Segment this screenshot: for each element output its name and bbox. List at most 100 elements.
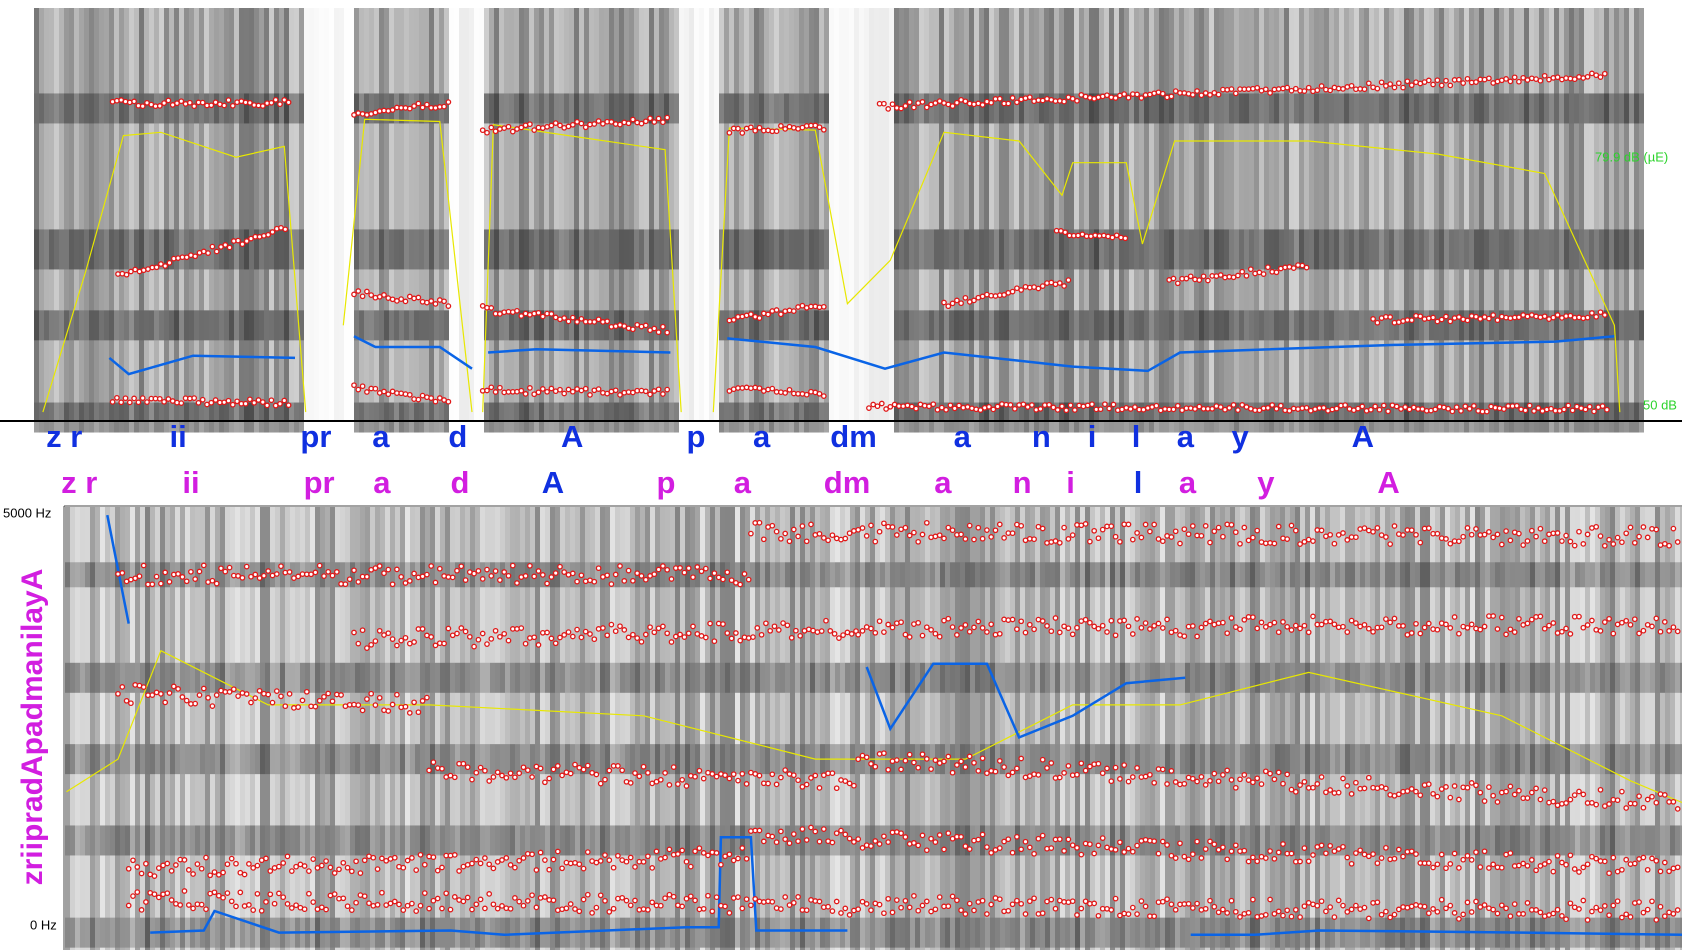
- spectrogram-column: [1390, 507, 1395, 950]
- formant-band: [1305, 917, 1310, 948]
- formant-dot: [803, 538, 810, 545]
- formant-band: [1650, 562, 1655, 588]
- formant-band: [1050, 917, 1055, 948]
- formant-dot: [949, 300, 956, 307]
- spectrogram-column: [1559, 8, 1564, 421]
- formant-band: [740, 744, 745, 775]
- formant-band: [1440, 744, 1445, 775]
- formant-band: [749, 402, 754, 433]
- formant-dot: [359, 627, 366, 634]
- formant-dot: [132, 575, 139, 582]
- formant-dot: [428, 298, 435, 304]
- formant-band: [1479, 310, 1484, 341]
- formant-band: [1270, 562, 1275, 588]
- formant-dot: [966, 628, 973, 635]
- formant-band: [1180, 562, 1185, 588]
- formant-band: [515, 662, 520, 693]
- spectrogram-column: [830, 507, 835, 950]
- formant-dot: [578, 120, 585, 127]
- formant-dot: [372, 385, 379, 392]
- formant-band: [124, 402, 129, 433]
- formant-band: [965, 662, 970, 693]
- formant-band: [1499, 310, 1504, 341]
- formant-band: [625, 562, 630, 588]
- formant-band: [580, 825, 585, 856]
- spectrogram-column: [90, 507, 95, 950]
- bottom-spectrogram: [65, 507, 1682, 950]
- spectrogram-column: [65, 507, 70, 950]
- formant-dot: [1580, 541, 1587, 547]
- formant-band: [485, 825, 490, 856]
- formant-band: [1355, 744, 1360, 775]
- formant-band: [1250, 917, 1255, 948]
- formant-band: [769, 229, 774, 270]
- formant-band: [779, 402, 784, 433]
- formant-band: [395, 825, 400, 856]
- formant-dot: [936, 532, 943, 539]
- formant-dot: [1537, 525, 1544, 532]
- formant-dot: [552, 570, 559, 576]
- formant-band: [1515, 825, 1520, 856]
- formant-band: [1045, 825, 1050, 856]
- formant-band: [1334, 229, 1339, 270]
- formant-band: [1280, 825, 1285, 856]
- formant-band: [379, 310, 384, 341]
- formant-band: [1415, 825, 1420, 856]
- formant-dot: [872, 538, 879, 545]
- spectrogram-column: [224, 8, 229, 421]
- formant-band: [775, 744, 780, 775]
- spectrogram-column: [265, 507, 270, 950]
- spectrogram-column: [159, 8, 164, 421]
- formant-band: [65, 917, 70, 948]
- spectrogram-column: [199, 8, 204, 421]
- formant-dot: [595, 565, 602, 572]
- formant-band: [585, 662, 590, 693]
- formant-band: [245, 562, 250, 588]
- spectrogram-column: [1269, 8, 1274, 421]
- formant-band: [1549, 402, 1554, 433]
- spectrogram-column: [289, 8, 294, 421]
- formant-band: [1135, 825, 1140, 856]
- spectrogram-column: [705, 507, 710, 950]
- formant-band: [1279, 93, 1284, 124]
- formant-band: [825, 662, 830, 693]
- formant-band: [1630, 917, 1635, 948]
- formant-band: [719, 402, 724, 433]
- formant-band: [1165, 744, 1170, 775]
- formant-dot: [200, 685, 207, 692]
- formant-band: [100, 662, 105, 693]
- formant-band: [250, 917, 255, 948]
- formant-band: [749, 310, 754, 341]
- formant-dot: [660, 391, 666, 397]
- spectrogram-column: [954, 8, 959, 421]
- spectrogram-column: [630, 507, 635, 950]
- formant-band: [1589, 229, 1594, 270]
- formant-band: [989, 93, 994, 124]
- formant-band: [1665, 562, 1670, 588]
- formant-band: [755, 744, 760, 775]
- formant-band: [1630, 744, 1635, 775]
- formant-band: [954, 229, 959, 270]
- formant-dot: [497, 633, 503, 640]
- formant-dot: [239, 574, 246, 581]
- spectrogram-column: [760, 507, 765, 950]
- formant-dot: [192, 253, 199, 260]
- formant-band: [39, 93, 44, 124]
- formant-dot: [638, 573, 645, 579]
- formant-dot: [591, 121, 598, 127]
- formant-band: [1599, 310, 1604, 341]
- formant-band: [154, 229, 159, 270]
- spectrogram-column: [230, 507, 235, 950]
- formant-band: [1129, 93, 1134, 124]
- formant-band: [1040, 562, 1045, 588]
- spectrogram-column: [1620, 507, 1625, 950]
- formant-band: [1475, 825, 1480, 856]
- formant-band: [1315, 917, 1320, 948]
- formant-band: [615, 917, 620, 948]
- formant-band: [1474, 229, 1479, 270]
- formant-band: [1330, 825, 1335, 856]
- formant-band: [910, 917, 915, 948]
- formant-band: [1345, 662, 1350, 693]
- formant-band: [1054, 310, 1059, 341]
